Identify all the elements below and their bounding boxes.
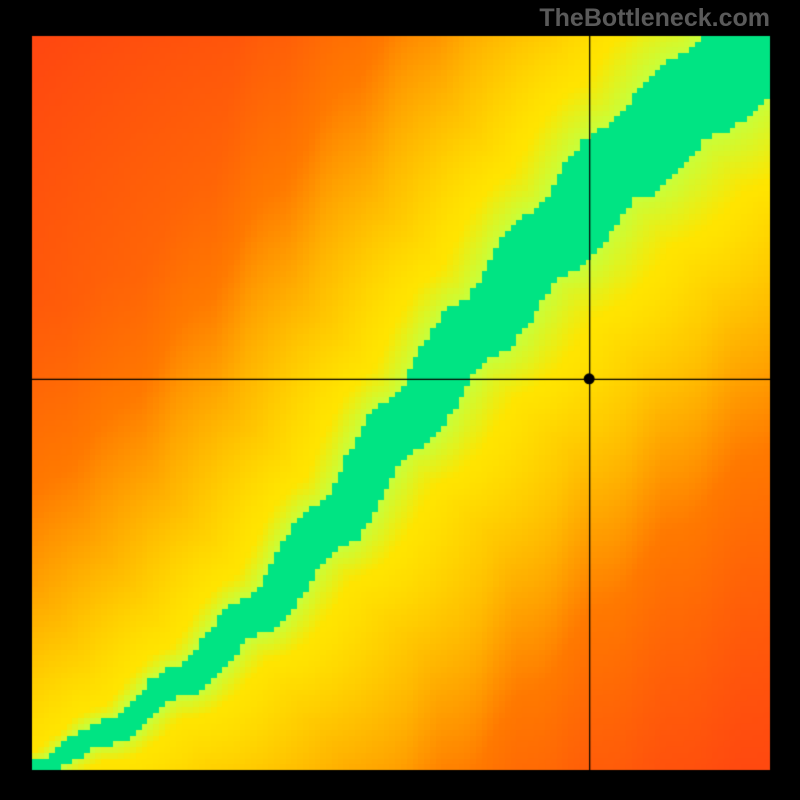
- bottleneck-heatmap: [0, 0, 800, 800]
- chart-container: TheBottleneck.com: [0, 0, 800, 800]
- watermark-text: TheBottleneck.com: [539, 4, 770, 33]
